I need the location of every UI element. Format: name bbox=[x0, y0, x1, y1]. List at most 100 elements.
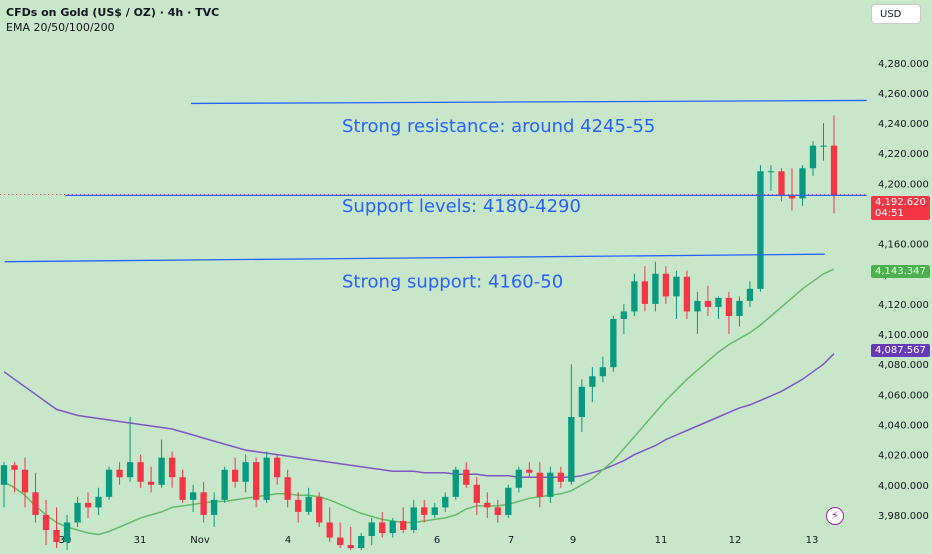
candle-body bbox=[210, 499, 218, 515]
candle-body bbox=[547, 472, 554, 497]
x-tick-label: 9 bbox=[570, 535, 576, 546]
candle-body bbox=[578, 386, 585, 417]
x-tick-label: 6 bbox=[434, 535, 440, 546]
candle-body bbox=[736, 300, 743, 316]
y-tick-label: 4,120.000 bbox=[878, 300, 929, 311]
last-price-value: 4,192.620 bbox=[875, 197, 926, 208]
chart-title: CFDs on Gold (US$ / OZ) · 4h · TVC bbox=[6, 6, 220, 19]
x-tick-label: 7 bbox=[508, 535, 514, 546]
candle-body bbox=[400, 520, 407, 530]
candle-body bbox=[694, 300, 701, 312]
ema-slow-tag: 4,087.567 bbox=[871, 344, 930, 357]
candle-body bbox=[599, 367, 607, 377]
ema-slow-line bbox=[3, 353, 835, 478]
candle-body bbox=[126, 462, 134, 478]
candle-body bbox=[116, 469, 123, 478]
candle-body bbox=[536, 472, 543, 497]
candle-body bbox=[158, 457, 165, 485]
y-tick-label: 4,200.000 bbox=[878, 179, 929, 190]
candle-body bbox=[473, 484, 480, 503]
candle-body bbox=[274, 457, 281, 478]
candle-body bbox=[568, 416, 575, 482]
candle-body bbox=[221, 469, 228, 500]
strong-support-line bbox=[4, 253, 825, 263]
candle-body bbox=[358, 536, 365, 549]
candle-body bbox=[347, 545, 354, 549]
candle-body bbox=[421, 507, 428, 515]
resistance-line bbox=[191, 99, 867, 105]
x-tick-label: 13 bbox=[806, 535, 819, 546]
candle-body bbox=[147, 481, 155, 485]
candle-body bbox=[515, 469, 522, 488]
candle-body bbox=[431, 507, 438, 515]
y-tick-label: 4,220.000 bbox=[878, 149, 929, 160]
y-tick-label: 4,080.000 bbox=[878, 360, 929, 371]
candle-body bbox=[820, 145, 827, 147]
candle-body bbox=[683, 276, 691, 312]
candle-body bbox=[746, 288, 754, 301]
strong-support-label: Strong support: 4160-50 bbox=[342, 271, 563, 292]
candle-body bbox=[189, 492, 197, 500]
lightning-icon[interactable]: ⚡ bbox=[826, 507, 844, 525]
candle-body bbox=[316, 496, 323, 523]
candle-body bbox=[757, 171, 764, 289]
candle-body bbox=[295, 499, 302, 512]
time-axis bbox=[0, 530, 868, 550]
candle-body bbox=[200, 492, 207, 515]
candle-body bbox=[463, 469, 470, 485]
last-price-tag: 4,192.620 04:51 bbox=[871, 196, 930, 220]
candle-body bbox=[284, 477, 291, 500]
candle-body bbox=[305, 496, 312, 512]
candle-body bbox=[105, 469, 113, 497]
candle-body bbox=[95, 496, 102, 508]
candle-body bbox=[526, 469, 533, 473]
x-tick-label: 12 bbox=[729, 535, 742, 546]
candle-body bbox=[452, 469, 459, 497]
y-tick-label: 4,040.000 bbox=[878, 420, 929, 431]
candle-body bbox=[494, 507, 501, 515]
candle-body bbox=[179, 477, 186, 500]
indicator-legend[interactable]: EMA 20/50/100/200 bbox=[6, 21, 115, 34]
candle-body bbox=[242, 462, 249, 482]
x-tick-label: 11 bbox=[655, 535, 668, 546]
currency-button[interactable]: USD bbox=[871, 4, 921, 24]
y-tick-label: 4,160.000 bbox=[878, 240, 929, 251]
x-tick-label: 4 bbox=[285, 535, 291, 546]
y-tick-label: 4,060.000 bbox=[878, 390, 929, 401]
candle-body bbox=[484, 502, 491, 508]
candle-body bbox=[263, 457, 270, 500]
candle-body bbox=[557, 472, 564, 482]
candle-body bbox=[673, 276, 680, 297]
candle-body bbox=[63, 522, 71, 543]
candle-body bbox=[231, 469, 239, 482]
candle-body bbox=[389, 520, 396, 534]
candle-body bbox=[631, 281, 638, 312]
candle-body bbox=[253, 462, 260, 500]
candle-body bbox=[0, 465, 8, 485]
y-tick-label: 4,100.000 bbox=[878, 330, 929, 341]
candle-body bbox=[42, 514, 50, 530]
candle-body bbox=[641, 281, 649, 304]
candle-body bbox=[168, 457, 176, 478]
candle-body bbox=[715, 297, 722, 307]
candle-body bbox=[809, 145, 817, 169]
candle-body bbox=[788, 195, 796, 199]
candle-body bbox=[379, 522, 386, 534]
y-tick-label: 4,260.000 bbox=[878, 89, 929, 100]
candle-body bbox=[620, 311, 628, 319]
candle-body bbox=[11, 465, 18, 470]
y-tick-label: 3,980.000 bbox=[878, 511, 929, 522]
candle-body bbox=[589, 376, 596, 387]
candle-body bbox=[410, 507, 417, 530]
candle-body bbox=[610, 318, 617, 368]
candle-body bbox=[442, 496, 449, 508]
candle-body bbox=[368, 522, 375, 537]
candle-body bbox=[53, 530, 60, 543]
candle-body bbox=[652, 273, 659, 304]
candle-body bbox=[778, 171, 785, 196]
candle-body bbox=[326, 522, 333, 538]
resistance-label: Strong resistance: around 4245-55 bbox=[342, 116, 655, 137]
candle-body bbox=[137, 462, 144, 482]
